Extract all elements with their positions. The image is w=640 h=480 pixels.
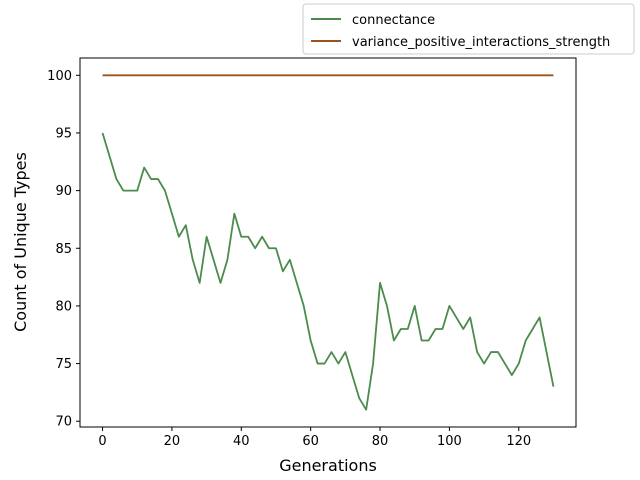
x-tick-label: 40 [233,434,250,449]
y-tick-label: 95 [55,126,72,141]
legend-label-connectance: connectance [352,13,435,28]
x-tick-label: 60 [302,434,319,449]
x-tick-label: 120 [506,434,531,449]
y-tick-label: 90 [55,184,72,199]
y-tick-label: 85 [55,242,72,257]
legend: connectance variance_positive_interactio… [302,3,635,55]
series-line-connectance [101,132,555,411]
x-tick-label: 80 [372,434,389,449]
legend-frame [302,3,635,55]
y-tick-label: 100 [47,69,72,84]
legend-label-variance-positive-interactions-strength: variance_positive_interactions_strength [352,35,610,50]
y-axis-label: Count of Unique Types [11,152,30,332]
series-layer [101,74,555,411]
y-axis: 70 75 80 85 90 95 100 [47,69,80,430]
x-axis: 0 20 40 60 80 100 120 [98,427,531,449]
y-tick-label: 70 [55,415,72,430]
x-tick-label: 0 [98,434,106,449]
y-tick-label: 80 [55,299,72,314]
x-tick-label: 100 [437,434,462,449]
plot-frame [79,57,577,428]
x-tick-label: 20 [164,434,181,449]
y-tick-label: 75 [55,357,72,372]
x-axis-label: Generations [279,456,377,475]
